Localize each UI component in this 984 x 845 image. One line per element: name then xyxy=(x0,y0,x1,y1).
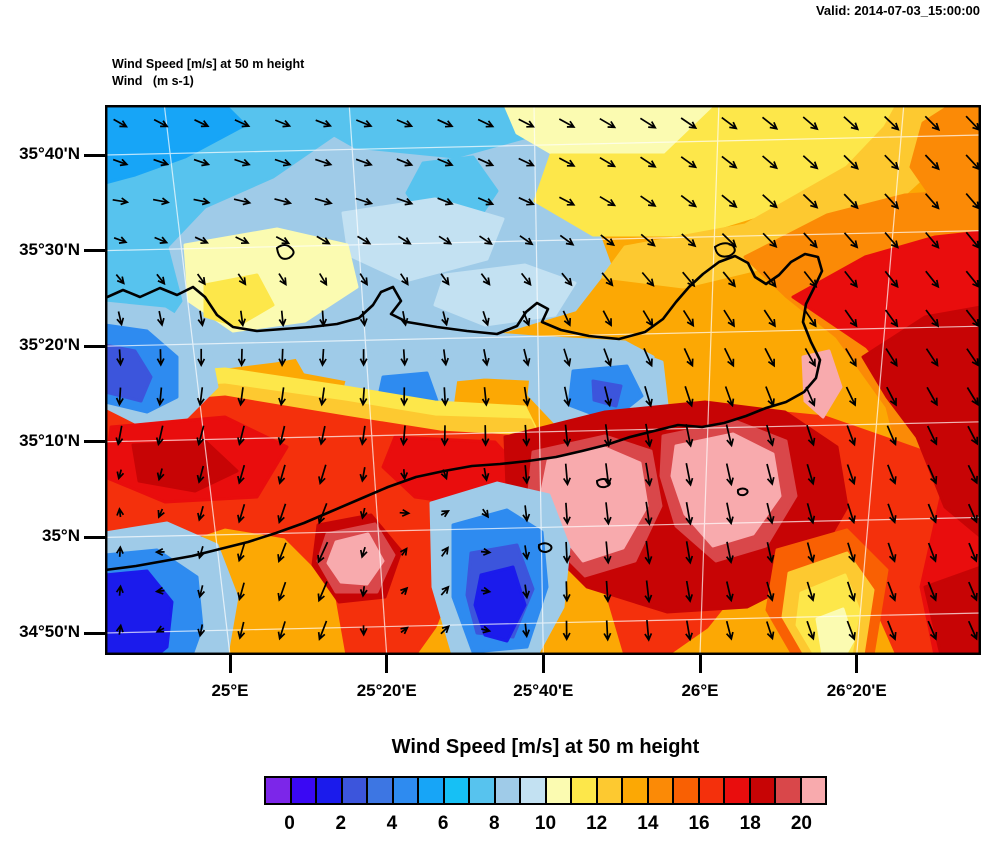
colorbar-cell xyxy=(570,776,598,805)
x-tick-mark xyxy=(228,655,232,673)
x-tick-label: 26°E xyxy=(681,681,719,700)
colorbar-cell xyxy=(493,776,521,805)
colorbar-tick-label: 0 xyxy=(284,813,295,834)
y-tick-mark xyxy=(84,249,105,253)
y-tick-label: 35°20'N xyxy=(19,335,80,355)
x-tick-label: 26°20'E xyxy=(826,681,887,700)
colorbar-cell xyxy=(774,776,802,805)
colorbar-cell xyxy=(391,776,419,805)
colorbar-tick-label: 18 xyxy=(739,813,761,834)
colorbar-tick-label: 8 xyxy=(489,813,500,834)
y-tick-label: 34°50'N xyxy=(19,622,80,641)
y-tick-mark xyxy=(84,440,105,444)
x-tick-label: 25°20'E xyxy=(356,681,417,700)
y-tick-mark xyxy=(84,631,105,635)
colorbar-cell xyxy=(468,776,496,805)
x-tick-mark xyxy=(698,655,702,673)
y-tick-mark xyxy=(84,153,105,157)
islet-outline xyxy=(595,478,611,489)
colorbar-cell xyxy=(289,776,317,805)
colorbar-cell xyxy=(672,776,700,805)
map-border xyxy=(104,104,982,656)
colorbar-cell xyxy=(621,776,649,805)
colorbar-cell xyxy=(646,776,674,805)
y-tick-label: 35°30'N xyxy=(19,239,80,259)
x-tick-mark xyxy=(385,655,389,673)
colorbar-tick-label: 12 xyxy=(586,813,608,834)
islet-outline xyxy=(275,244,295,260)
colorbar-cell xyxy=(519,776,547,805)
colorbar-tick-label: 16 xyxy=(688,813,710,834)
colorbar-tick-label: 20 xyxy=(790,813,812,834)
colorbar-cell xyxy=(340,776,368,805)
colorbar-title: Wind Speed [m/s] at 50 m height xyxy=(391,736,700,758)
colorbar-tick-label: 6 xyxy=(437,813,449,834)
colorbar-cell xyxy=(315,776,343,805)
graticule-lines xyxy=(104,104,982,656)
islet-outline xyxy=(537,542,553,554)
islet-outline xyxy=(736,487,749,497)
contour-fills xyxy=(103,103,983,657)
colorbar-tick-label: 14 xyxy=(637,813,659,834)
y-tick-label: 35°N xyxy=(42,526,80,546)
x-tick-mark xyxy=(541,655,545,673)
x-tick-mark xyxy=(855,655,859,673)
colorbar-cell xyxy=(264,776,292,805)
colorbar-cell xyxy=(417,776,445,805)
colorbar xyxy=(264,776,827,805)
colorbar-cell xyxy=(697,776,725,805)
colorbar-tick-label: 2 xyxy=(335,813,347,834)
y-tick-label: 35°10'N xyxy=(19,430,80,450)
map-panel xyxy=(103,103,983,657)
y-tick-mark xyxy=(84,344,105,348)
colorbar-cell xyxy=(748,776,776,805)
y-tick-label: 35°40'N xyxy=(19,144,80,163)
map-variable-title: Wind Speed [m/s] at 50 m height xyxy=(112,57,305,71)
valid-time-label: Valid: 2014-07-03_15:00:00 xyxy=(815,3,980,18)
colorbar-tick-label: 4 xyxy=(386,813,398,834)
map-variable-subtitle: Wind (m s-1) xyxy=(112,74,194,88)
crete-coastline xyxy=(104,252,824,572)
y-tick-mark xyxy=(84,535,105,539)
colorbar-cell xyxy=(799,776,827,805)
colorbar-cell xyxy=(544,776,572,805)
x-tick-label: 25°E xyxy=(211,681,249,700)
map-canvas xyxy=(103,103,983,657)
colorbar-cell xyxy=(595,776,623,805)
colorbar-cell xyxy=(442,776,470,805)
x-tick-label: 25°40'E xyxy=(513,681,574,700)
islet-outline xyxy=(713,242,736,258)
wind-vector-arrows xyxy=(112,115,981,642)
colorbar-cell xyxy=(723,776,751,805)
colorbar-cell xyxy=(366,776,394,805)
colorbar-tick-label: 10 xyxy=(534,813,557,834)
